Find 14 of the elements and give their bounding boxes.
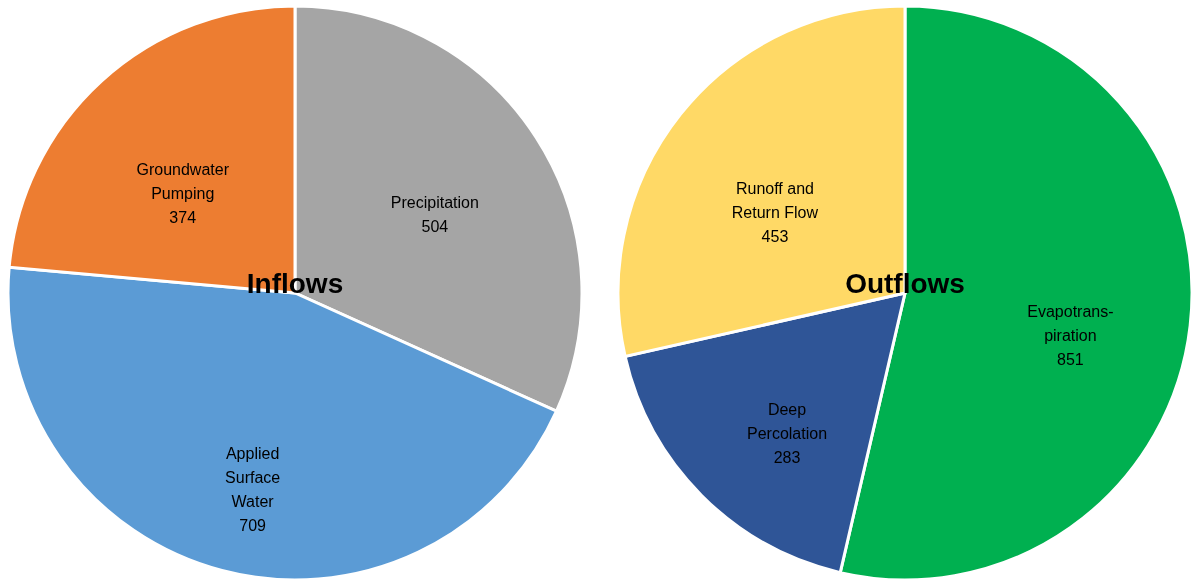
slice-label: Runoff and Return Flow xyxy=(731,180,819,222)
slice-label: Precipitation xyxy=(390,193,479,211)
data-label: 504 xyxy=(421,217,449,235)
slice-label: Evapotrans- piration xyxy=(1027,302,1114,344)
slice-label: Applied Surface Water xyxy=(225,444,281,510)
slice-label: Groundwater Pumping xyxy=(136,161,230,203)
data-label: 851 xyxy=(1057,350,1084,368)
data-label: 709 xyxy=(239,516,267,534)
data-label: 283 xyxy=(773,449,801,467)
text: Outflows xyxy=(845,268,965,299)
slice-label: Deep Percolation xyxy=(746,401,828,443)
text: Inflows xyxy=(246,268,344,299)
data-label: 453 xyxy=(761,228,789,246)
data-label: 374 xyxy=(169,209,197,227)
